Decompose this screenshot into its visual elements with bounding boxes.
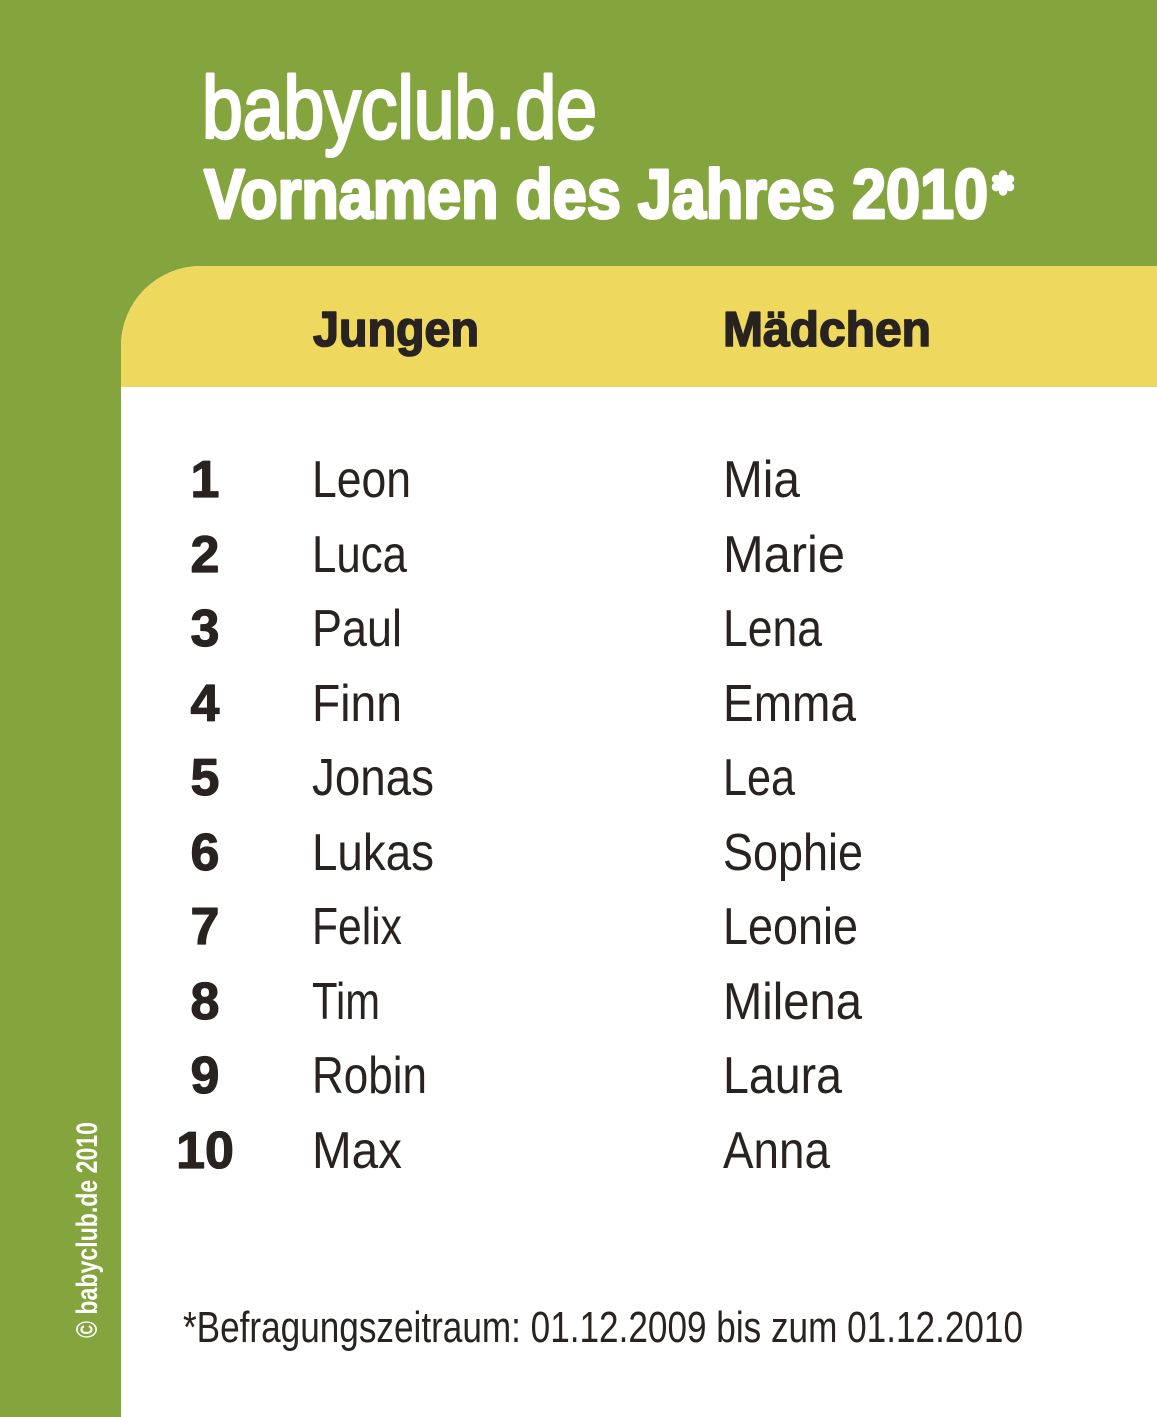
svg-text:6: 6: [191, 824, 220, 882]
svg-text:7: 7: [191, 898, 220, 956]
svg-text:Mia: Mia: [723, 451, 800, 509]
svg-text:Paul: Paul: [312, 600, 402, 658]
svg-text:babyclub.de: babyclub.de: [202, 58, 597, 157]
svg-text:Milena: Milena: [723, 973, 862, 1031]
svg-text:Jungen: Jungen: [313, 303, 479, 357]
svg-text:Mädchen: Mädchen: [723, 303, 931, 357]
svg-text:Felix: Felix: [312, 898, 402, 956]
svg-text:Marie: Marie: [723, 526, 845, 584]
svg-text:*Befragungszeitraum: 01.12.200: *Befragungszeitraum: 01.12.2009 bis zum …: [183, 1303, 1023, 1352]
svg-text:Lea: Lea: [723, 749, 795, 807]
svg-text:8: 8: [191, 973, 220, 1031]
svg-text:2: 2: [191, 526, 220, 584]
svg-text:9: 9: [191, 1047, 220, 1105]
svg-text:Finn: Finn: [312, 675, 402, 733]
svg-text:10: 10: [176, 1122, 234, 1180]
svg-text:Leon: Leon: [312, 451, 411, 509]
svg-text:Lena: Lena: [723, 600, 822, 658]
svg-text:Lukas: Lukas: [312, 824, 434, 882]
svg-text:Robin: Robin: [312, 1047, 427, 1105]
svg-text:5: 5: [191, 749, 220, 807]
svg-text:Luca: Luca: [312, 526, 407, 584]
svg-text:Leonie: Leonie: [723, 898, 858, 956]
svg-text:Sophie: Sophie: [723, 824, 863, 882]
svg-text:Laura: Laura: [723, 1047, 842, 1105]
svg-text:Anna: Anna: [723, 1122, 830, 1180]
svg-text:Emma: Emma: [723, 675, 856, 733]
svg-text:© babyclub.de 2010: © babyclub.de 2010: [71, 1122, 104, 1338]
svg-text:Vornamen des Jahres 2010: Vornamen des Jahres 2010: [204, 155, 988, 233]
svg-text:4: 4: [191, 675, 220, 733]
svg-text:Tim: Tim: [312, 973, 380, 1031]
svg-text:Jonas: Jonas: [312, 749, 434, 807]
svg-text:1: 1: [191, 451, 220, 509]
svg-text:3: 3: [191, 600, 220, 658]
svg-text:Max: Max: [312, 1122, 402, 1180]
